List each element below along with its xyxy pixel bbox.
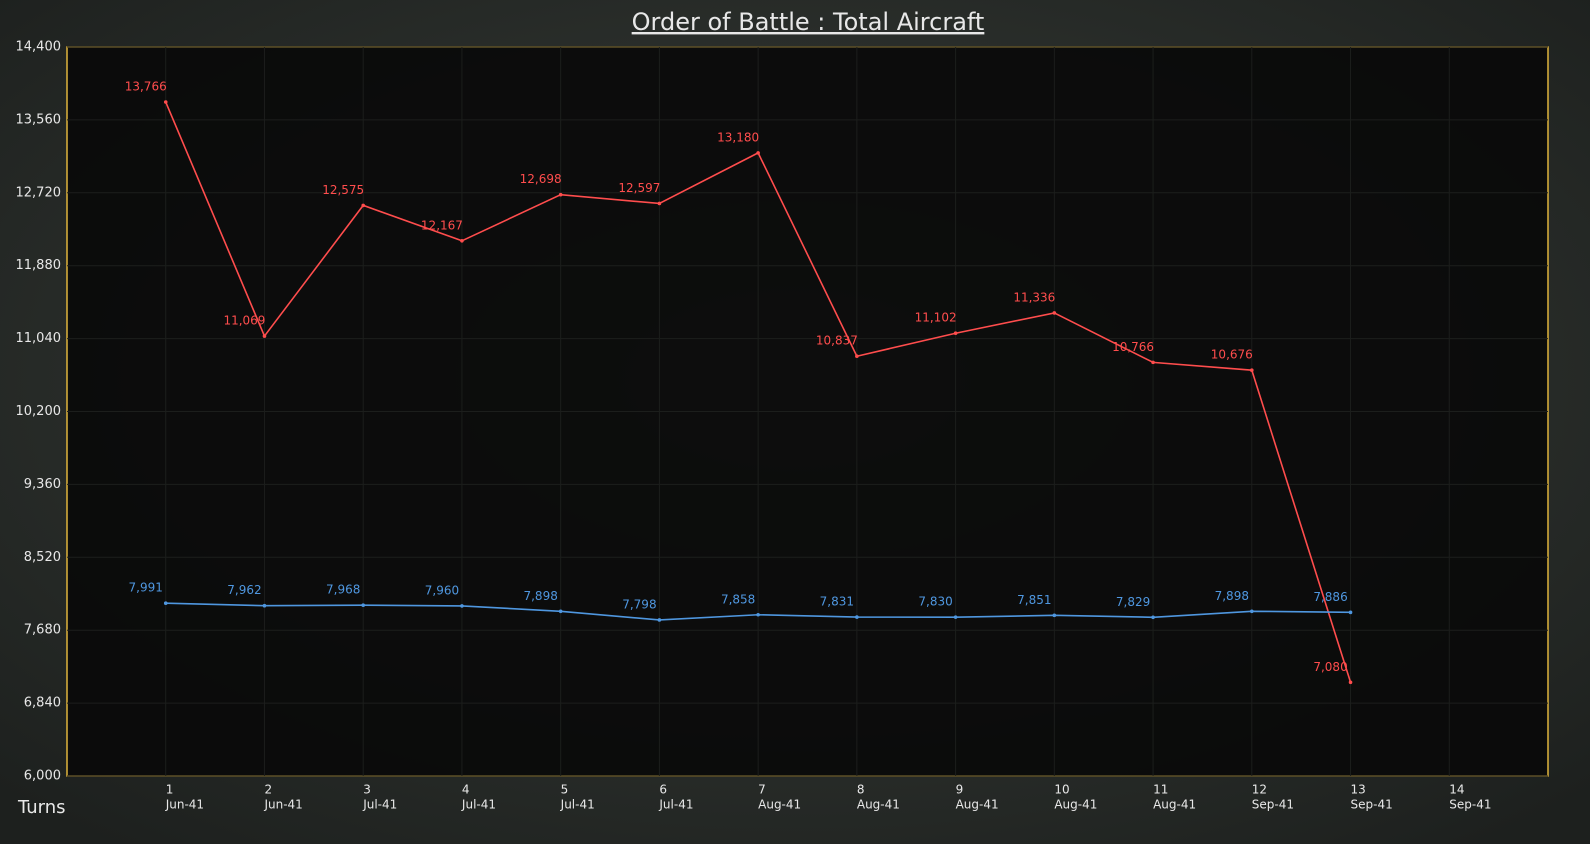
- x-date-label: Aug-41: [1054, 798, 1097, 812]
- point: [1348, 610, 1353, 615]
- x-date-label: Jul-41: [560, 798, 595, 812]
- x-tick-label: 13: [1351, 783, 1366, 797]
- x-tick-label: 10: [1054, 783, 1069, 797]
- x-tick-label: 11: [1153, 783, 1168, 797]
- point: [558, 192, 563, 197]
- point: [1348, 680, 1353, 685]
- y-tick-label: 6,840: [24, 696, 61, 711]
- point: [1052, 311, 1057, 315]
- point: [262, 603, 267, 608]
- point: [1151, 360, 1155, 365]
- data-label: 13,766: [125, 80, 167, 94]
- point: [262, 334, 267, 338]
- point: [756, 612, 760, 617]
- data-label: 10,837: [816, 334, 858, 348]
- point: [1250, 609, 1254, 614]
- x-tick-label: 1: [166, 783, 174, 797]
- data-label: 7,898: [523, 589, 557, 603]
- x-tick-label: 4: [462, 783, 470, 797]
- data-label: 7,830: [918, 595, 952, 609]
- data-label: 10,676: [1211, 348, 1253, 362]
- point: [361, 203, 366, 208]
- point: [855, 354, 859, 359]
- point: [163, 100, 168, 104]
- x-tick-label: 5: [561, 783, 569, 797]
- data-label: 7,858: [721, 592, 755, 606]
- data-label: 7,991: [129, 581, 163, 595]
- data-label: 11,336: [1013, 290, 1055, 304]
- point: [460, 604, 464, 608]
- data-label: 10,766: [1112, 340, 1154, 354]
- x-date-label: Jul-41: [461, 798, 496, 812]
- y-tick-label: 8,520: [24, 550, 61, 565]
- x-date-label: Sep-41: [1252, 798, 1294, 812]
- x-date-label: Sep-41: [1351, 798, 1393, 812]
- y-tick-label: 12,720: [16, 185, 62, 200]
- y-tick-label: 13,560: [16, 112, 62, 127]
- data-label: 11,102: [915, 311, 957, 325]
- data-label: 12,597: [618, 181, 660, 195]
- x-tick-label: 8: [857, 783, 865, 797]
- data-label: 7,968: [326, 583, 360, 597]
- x-axis-label: Turns: [17, 797, 66, 818]
- y-tick-label: 11,040: [16, 331, 62, 346]
- point: [1151, 615, 1155, 620]
- point: [953, 331, 958, 336]
- x-tick-label: 7: [758, 783, 766, 797]
- data-label: 7,829: [1116, 595, 1150, 609]
- point: [361, 603, 366, 608]
- data-label: 7,898: [1215, 589, 1249, 603]
- x-tick-label: 2: [264, 783, 272, 797]
- point: [756, 151, 760, 155]
- x-tick-label: 6: [659, 783, 667, 797]
- x-tick-label: 12: [1252, 783, 1267, 797]
- point: [1052, 613, 1057, 618]
- x-date-label: Sep-41: [1449, 798, 1491, 812]
- x-date-label: Aug-41: [1153, 798, 1196, 812]
- x-date-label: Aug-41: [857, 798, 900, 812]
- data-label: 11,069: [223, 314, 265, 328]
- x-date-label: Jul-41: [362, 798, 397, 812]
- point: [1250, 368, 1254, 372]
- data-label: 7,960: [425, 583, 459, 597]
- y-tick-label: 7,680: [24, 623, 61, 638]
- data-label: 7,831: [820, 595, 854, 609]
- data-label: 7,851: [1017, 593, 1051, 607]
- y-tick-label: 10,200: [16, 404, 62, 419]
- y-tick-label: 6,000: [24, 769, 61, 784]
- data-label: 12,167: [421, 218, 463, 232]
- y-tick-label: 9,360: [24, 477, 61, 492]
- x-date-label: Aug-41: [956, 798, 999, 812]
- data-label: 7,080: [1313, 660, 1347, 674]
- data-label: 7,886: [1313, 590, 1347, 604]
- point: [657, 618, 662, 622]
- x-date-label: Jun-41: [263, 798, 302, 812]
- data-label: 12,698: [520, 172, 562, 186]
- data-label: 7,798: [622, 597, 656, 611]
- point: [855, 615, 859, 619]
- x-date-label: Jul-41: [658, 798, 693, 812]
- x-tick-label: 3: [363, 783, 371, 797]
- y-tick-label: 14,400: [16, 40, 62, 55]
- x-tick-label: 14: [1449, 783, 1464, 797]
- point: [657, 201, 662, 206]
- data-label: 7,962: [227, 583, 261, 597]
- x-date-label: Jun-41: [165, 798, 204, 812]
- x-tick-label: 9: [956, 783, 964, 797]
- point: [163, 601, 168, 606]
- y-tick-label: 11,880: [16, 258, 62, 273]
- chart-title: Order of Battle : Total Aircraft: [632, 8, 985, 36]
- data-label: 13,180: [717, 130, 759, 144]
- point: [953, 615, 958, 619]
- x-date-label: Aug-41: [758, 798, 801, 812]
- point: [558, 609, 563, 614]
- point: [460, 238, 464, 243]
- data-label: 12,575: [322, 183, 364, 197]
